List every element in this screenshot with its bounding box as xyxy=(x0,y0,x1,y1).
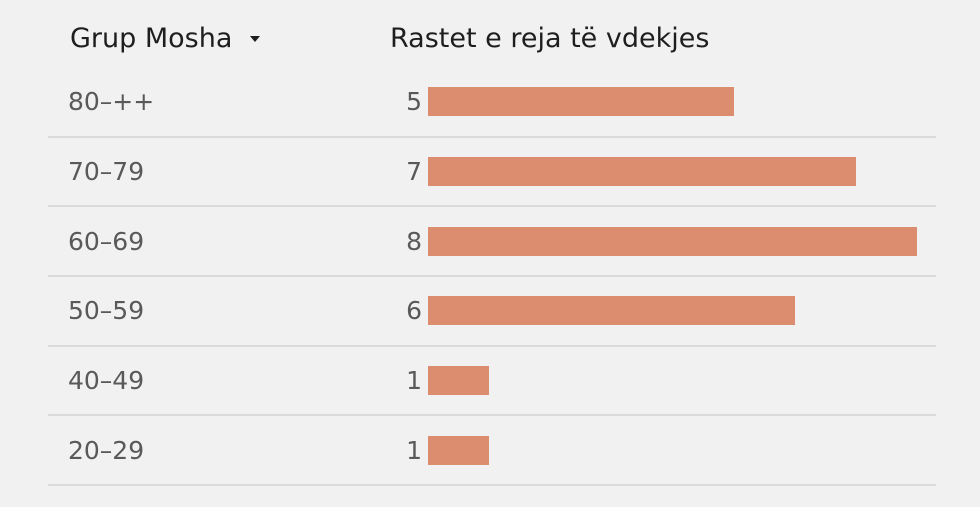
new-deaths-value: 8 xyxy=(406,226,422,256)
new-deaths-bar xyxy=(428,366,490,396)
new-deaths-value: 7 xyxy=(406,157,422,187)
new-deaths-value: 1 xyxy=(406,435,422,465)
new-deaths-bar xyxy=(428,157,856,187)
new-deaths-column-header[interactable]: Rastet e reja të vdekjes xyxy=(390,22,710,54)
age-group-label: 80–++ xyxy=(68,87,155,117)
table-header: Grup Mosha Rastet e reja të vdekjes xyxy=(0,0,980,70)
new-deaths-value: 5 xyxy=(406,87,422,117)
new-deaths-bar xyxy=(428,87,734,117)
new-deaths-bar xyxy=(428,435,490,465)
table-row: 80–++ 5 xyxy=(48,68,936,138)
new-deaths-value: 1 xyxy=(406,366,422,396)
new-deaths-bar xyxy=(428,296,795,326)
age-group-label: 70–79 xyxy=(68,157,145,187)
age-group-label: 40–49 xyxy=(68,366,145,396)
table-row: 20–29 1 xyxy=(48,416,936,487)
table-row: 50–59 6 xyxy=(48,277,936,347)
table-row: 40–49 1 xyxy=(48,347,936,417)
age-group-column-header[interactable]: Grup Mosha xyxy=(50,16,280,60)
new-deaths-bar xyxy=(428,226,917,256)
age-group-label: 50–59 xyxy=(68,296,145,326)
age-group-header-label: Grup Mosha xyxy=(70,22,233,54)
new-deaths-value: 6 xyxy=(406,296,422,326)
table-body: 80–++ 5 70–79 7 60–69 8 50–59 6 40–49 1 20–29 1 xyxy=(48,68,936,487)
table-row: 60–69 8 xyxy=(48,207,936,278)
table-row: 70–79 7 xyxy=(48,138,936,208)
age-group-label: 60–69 xyxy=(68,226,145,256)
sort-down-icon[interactable] xyxy=(250,36,261,42)
age-group-label: 20–29 xyxy=(68,435,145,465)
